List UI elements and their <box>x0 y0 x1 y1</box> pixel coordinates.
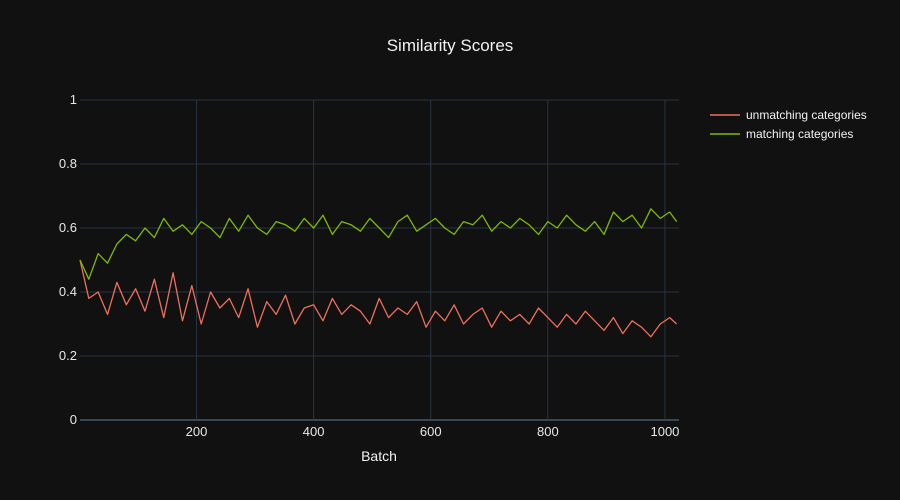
x-tick-label: 200 <box>186 424 208 439</box>
x-tick-label: 400 <box>303 424 325 439</box>
y-tick-label: 1 <box>70 92 77 107</box>
x-gridlines <box>196 100 666 420</box>
x-axis-title: Batch <box>361 448 397 464</box>
legend-item-unmatching-categories[interactable]: unmatching categories <box>710 108 867 122</box>
y-gridlines <box>80 99 679 421</box>
legend[interactable]: unmatching categories matching categories <box>710 108 867 141</box>
plot-area <box>79 208 678 338</box>
y-tick-label: 0.8 <box>59 156 77 171</box>
series-layer <box>79 208 678 338</box>
y-tick-label: 0.2 <box>59 348 77 363</box>
legend-label: matching categories <box>746 127 853 141</box>
legend-label: unmatching categories <box>746 108 867 122</box>
series-line-unmatching-categories <box>79 259 678 338</box>
legend-item-matching-categories[interactable]: matching categories <box>710 127 853 141</box>
x-tick-label: 800 <box>537 424 559 439</box>
y-tick-label: 0.4 <box>59 284 77 299</box>
y-tick-label: 0 <box>70 412 77 427</box>
y-axis: 0 0.2 0.4 0.6 0.8 1 <box>59 92 77 427</box>
y-tick-label: 0.6 <box>59 220 77 235</box>
chart-title: Similarity Scores <box>387 36 514 55</box>
x-tick-label: 1000 <box>650 424 679 439</box>
x-tick-label: 600 <box>420 424 442 439</box>
x-axis: 200 400 600 800 1000 <box>186 424 680 439</box>
series-line-matching-categories <box>79 208 678 280</box>
